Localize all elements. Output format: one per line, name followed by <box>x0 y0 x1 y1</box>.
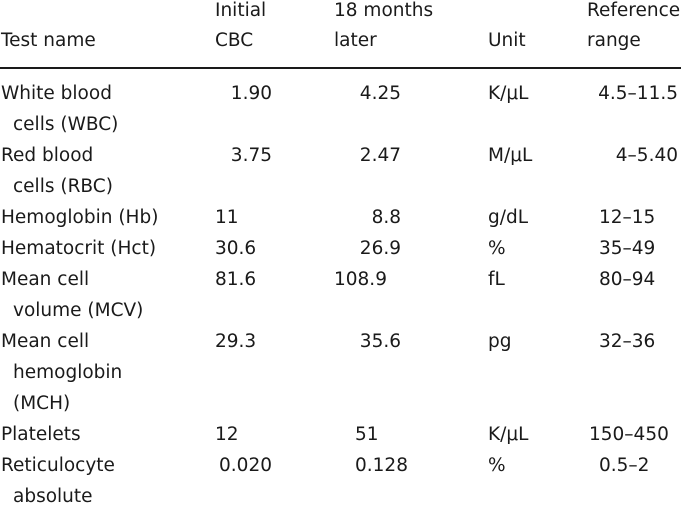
test-name-line: Reticulocyte <box>1 455 115 476</box>
header-reference-line-2: range <box>587 30 641 51</box>
header-test-name: Test name <box>1 30 96 51</box>
initial-cbc-cell: 29.3 <box>215 331 257 352</box>
later-value-cell: 2.47 <box>359 145 401 166</box>
unit-cell: pg <box>488 331 512 352</box>
later-value-cell: 35.6 <box>359 331 401 352</box>
unit-cell: % <box>488 455 506 476</box>
test-name-line: Hemoglobin (Hb) <box>1 207 159 228</box>
later-value-cell: 108.9 <box>334 269 387 290</box>
unit-cell: % <box>488 238 506 259</box>
unit-cell: fL <box>488 269 505 290</box>
test-name-cell: Mean cell volume (MCV) <box>1 264 143 326</box>
test-name-line: White blood <box>1 83 112 104</box>
initial-cbc-cell: 3.75 <box>230 145 272 166</box>
later-value-cell: 51 <box>355 424 379 445</box>
reference-range-cell: 4.5–11.5 <box>598 83 678 104</box>
header-initial-line-2: CBC <box>215 30 254 51</box>
header-unit: Unit <box>488 30 526 51</box>
test-name-line: Platelets <box>1 424 81 445</box>
initial-cbc-cell: 11 <box>215 207 239 228</box>
test-name-line: absolute <box>13 486 93 507</box>
header-reference-line-1: Reference <box>587 0 681 21</box>
test-name-line: Mean cell <box>1 269 90 290</box>
later-value-cell: 26.9 <box>359 238 401 259</box>
initial-cbc-cell: 30.6 <box>215 238 257 259</box>
test-name-line: volume (MCV) <box>13 300 144 321</box>
header-initial-line-1: Initial <box>215 0 267 21</box>
test-name-cell: Platelets <box>1 419 81 450</box>
test-name-cell: Mean cell hemoglobin (MCH) <box>1 326 122 419</box>
test-name-cell: Hemoglobin (Hb) <box>1 202 158 233</box>
test-name-line: Red blood <box>1 145 94 166</box>
initial-cbc-cell: 0.020 <box>219 455 272 476</box>
unit-cell: g/dL <box>488 207 529 228</box>
initial-cbc-cell: 1.90 <box>230 83 272 104</box>
later-value-cell: 0.128 <box>355 455 408 476</box>
test-name-line: cells (WBC) <box>13 114 119 135</box>
unit-cell: K/μL <box>488 424 529 445</box>
unit-cell: K/μL <box>488 83 529 104</box>
test-name-line: hemoglobin <box>13 362 123 383</box>
test-name-cell: Hematocrit (Hct) <box>1 233 156 264</box>
header-later-line-1: 18 months <box>334 0 434 21</box>
reference-range-cell: 80–94 <box>599 269 656 290</box>
test-name-line: Hematocrit (Hct) <box>1 238 157 259</box>
header-later-line-2: later <box>334 30 377 51</box>
initial-cbc-cell: 12 <box>215 424 239 445</box>
later-value-cell: 8.8 <box>371 207 401 228</box>
reference-range-cell: 4–5.40 <box>615 145 678 166</box>
initial-cbc-cell: 81.6 <box>215 269 257 290</box>
unit-cell: M/μL <box>488 145 533 166</box>
test-name-line: cells (RBC) <box>13 176 113 197</box>
later-value-cell: 4.25 <box>359 83 401 104</box>
reference-range-cell: 150–450 <box>589 424 669 445</box>
reference-range-cell: 12–15 <box>599 207 656 228</box>
table-header: Test name Initial CBC 18 months later Un… <box>0 0 681 65</box>
test-name-cell: Reticulocyte absolute <box>1 450 115 512</box>
test-name-line: Mean cell <box>1 331 90 352</box>
test-name-cell: White blood cells (WBC) <box>1 78 118 140</box>
header-rule <box>0 67 681 69</box>
reference-range-cell: 0.5–2 <box>599 455 650 476</box>
reference-range-cell: 32–36 <box>599 331 656 352</box>
test-name-line: (MCH) <box>13 393 71 414</box>
test-name-cell: Red blood cells (RBC) <box>1 140 113 202</box>
reference-range-cell: 35–49 <box>599 238 656 259</box>
